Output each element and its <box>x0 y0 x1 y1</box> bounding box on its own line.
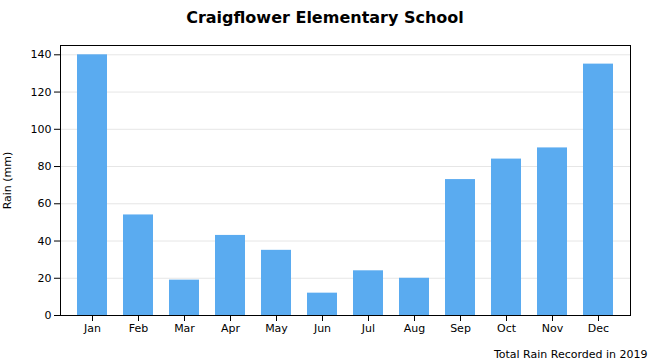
svg-text:Feb: Feb <box>129 322 148 335</box>
svg-text:Mar: Mar <box>174 322 195 335</box>
svg-text:Apr: Apr <box>221 322 241 335</box>
svg-text:Oct: Oct <box>497 322 517 335</box>
svg-text:140: 140 <box>31 48 52 61</box>
svg-text:Rain (mm): Rain (mm) <box>1 152 14 210</box>
svg-text:May: May <box>265 322 288 335</box>
svg-text:Sep: Sep <box>450 322 471 335</box>
svg-text:40: 40 <box>38 235 52 248</box>
svg-text:Jul: Jul <box>361 322 375 335</box>
svg-text:0: 0 <box>45 309 52 322</box>
svg-text:60: 60 <box>38 197 52 210</box>
svg-text:Jun: Jun <box>313 322 331 335</box>
svg-text:120: 120 <box>31 86 52 99</box>
svg-text:Total Rain Recorded in 2019: Total Rain Recorded in 2019 <box>493 348 648 360</box>
svg-text:80: 80 <box>38 160 52 173</box>
svg-text:Nov: Nov <box>542 322 564 335</box>
svg-text:Jan: Jan <box>83 322 101 335</box>
svg-text:Dec: Dec <box>588 322 609 335</box>
svg-text:20: 20 <box>38 272 52 285</box>
html-text:Craigflower Elementary School: Craigflower Elementary School <box>186 8 464 27</box>
svg-text:100: 100 <box>31 123 52 136</box>
svg-text:Aug: Aug <box>404 322 425 335</box>
